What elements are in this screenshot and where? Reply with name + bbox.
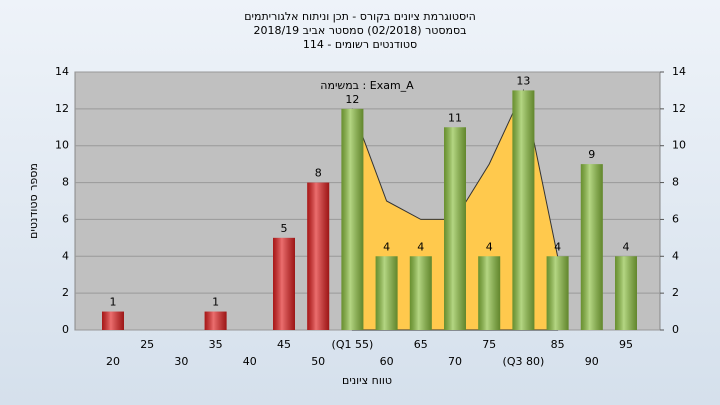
y2-tick-label: 6 bbox=[672, 212, 679, 225]
chart-subtitle: בסמסטר (02/2018) סמסטר אביב 2018/19 bbox=[253, 24, 466, 37]
chart-title: היסטוגרמת ציונים בקורס - תכן וניתוח אלגו… bbox=[244, 10, 476, 23]
x-tick-label: 65 bbox=[414, 338, 428, 351]
x-tick-label: 35 bbox=[209, 338, 223, 351]
y-tick-label: 10 bbox=[55, 139, 69, 152]
value-label: 1 bbox=[110, 296, 117, 309]
y-axis-label: מספר סטודנטים bbox=[27, 163, 40, 239]
value-label: 1 bbox=[212, 296, 219, 309]
y-tick-label: 0 bbox=[62, 323, 69, 336]
y-tick-label: 6 bbox=[62, 212, 69, 225]
y2-tick-label: 8 bbox=[672, 176, 679, 189]
value-label: 13 bbox=[516, 74, 530, 87]
x-tick-label: 60 bbox=[380, 355, 394, 368]
x-tick-label: 70 bbox=[448, 355, 462, 368]
value-label: 4 bbox=[383, 240, 390, 253]
bar-shade bbox=[341, 108, 364, 330]
x-tick-label: 25 bbox=[140, 338, 154, 351]
value-label: 4 bbox=[623, 240, 630, 253]
y2-tick-label: 14 bbox=[672, 65, 686, 78]
y-tick-label: 14 bbox=[55, 65, 69, 78]
bar-shade bbox=[580, 164, 603, 330]
value-label: 4 bbox=[486, 240, 493, 253]
annotation: במשימה : Exam_A bbox=[320, 79, 414, 92]
y-tick-label: 12 bbox=[55, 102, 69, 115]
value-label: 8 bbox=[315, 167, 322, 180]
value-label: 5 bbox=[281, 222, 288, 235]
value-label: 9 bbox=[588, 148, 595, 161]
bar-shade bbox=[512, 90, 535, 330]
y2-tick-label: 0 bbox=[672, 323, 679, 336]
x-tick-label: 40 bbox=[243, 355, 257, 368]
bar-shade bbox=[273, 237, 295, 330]
y2-tick-label: 2 bbox=[672, 286, 679, 299]
value-label: 4 bbox=[554, 240, 561, 253]
x-tick-label: (Q1 55) bbox=[332, 338, 374, 351]
bar-shade bbox=[375, 256, 398, 330]
bar-shade bbox=[546, 256, 569, 330]
bar-shade bbox=[204, 311, 227, 330]
bar-shade bbox=[409, 256, 432, 330]
value-label: 4 bbox=[417, 240, 424, 253]
y2-tick-label: 4 bbox=[672, 249, 679, 262]
bar-shade bbox=[615, 256, 637, 330]
chart-subtitle: סטודנטים רשומים - 114 bbox=[303, 38, 417, 51]
x-tick-label: 95 bbox=[619, 338, 633, 351]
y-tick-label: 4 bbox=[62, 249, 69, 262]
x-tick-label: 90 bbox=[585, 355, 599, 368]
y-tick-label: 2 bbox=[62, 286, 69, 299]
y-tick-label: 8 bbox=[62, 176, 69, 189]
x-tick-label: 50 bbox=[311, 355, 325, 368]
bar-shade bbox=[478, 256, 501, 330]
x-axis-label: טווח ציונים bbox=[342, 374, 392, 387]
x-tick-label: (Q3 80) bbox=[503, 355, 545, 368]
bar-shade bbox=[444, 127, 466, 331]
x-tick-label: 45 bbox=[277, 338, 291, 351]
x-tick-label: 20 bbox=[106, 355, 120, 368]
x-tick-label: 75 bbox=[482, 338, 496, 351]
value-label: 11 bbox=[448, 111, 462, 124]
x-tick-label: 85 bbox=[551, 338, 565, 351]
bar-shade bbox=[307, 182, 330, 330]
bar-shade bbox=[102, 311, 124, 330]
y2-tick-label: 12 bbox=[672, 102, 686, 115]
y2-tick-label: 10 bbox=[672, 139, 686, 152]
x-tick-label: 30 bbox=[174, 355, 188, 368]
value-label: 12 bbox=[345, 93, 359, 106]
